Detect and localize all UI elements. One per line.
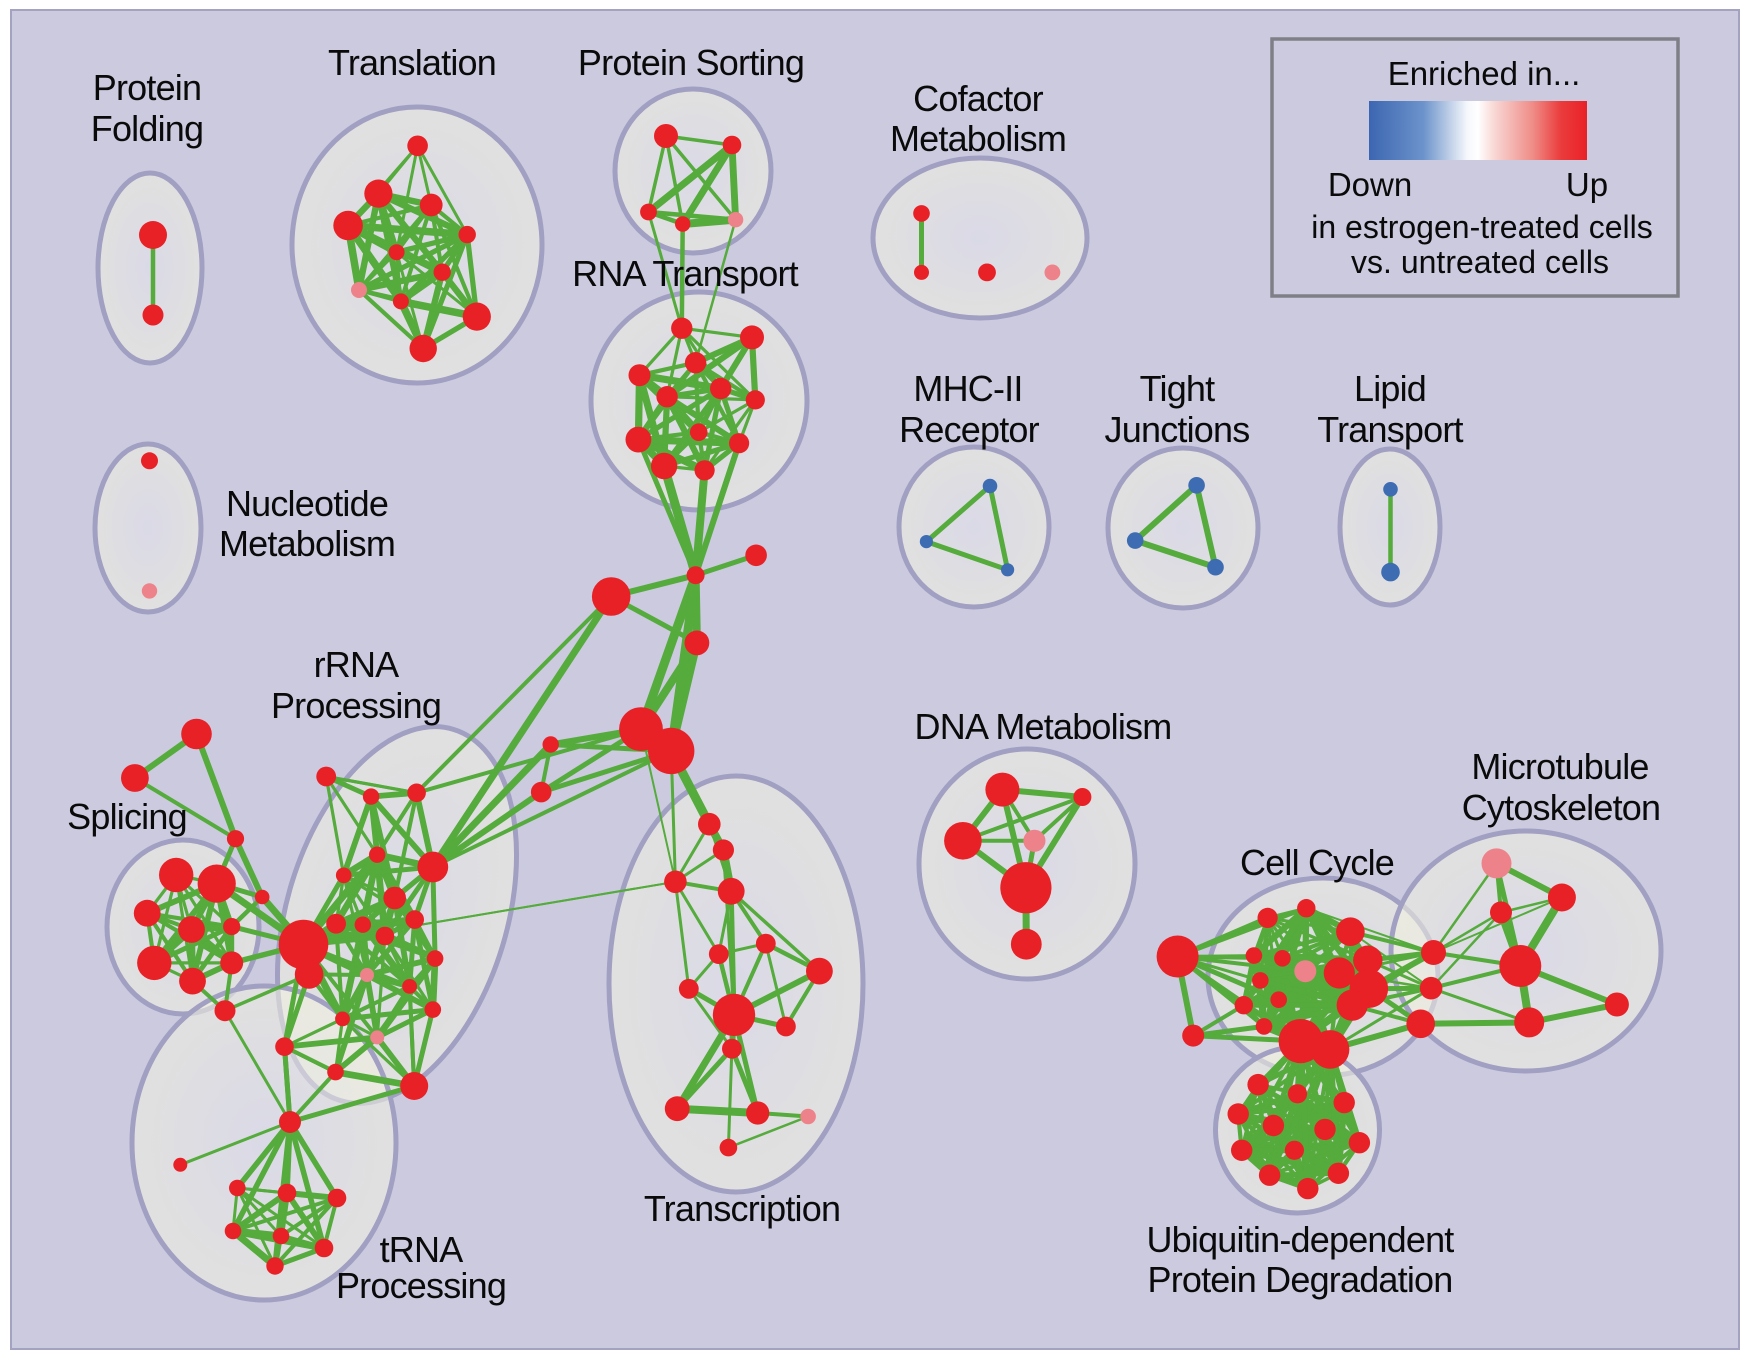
svg-text:Transport: Transport xyxy=(1317,409,1463,450)
svg-text:Microtubule: Microtubule xyxy=(1471,746,1648,787)
svg-text:Cytoskeleton: Cytoskeleton xyxy=(1462,787,1661,828)
svg-text:tRNA: tRNA xyxy=(380,1229,464,1270)
svg-text:Junctions: Junctions xyxy=(1105,409,1250,450)
svg-text:Lipid: Lipid xyxy=(1354,368,1426,409)
svg-text:Nucleotide: Nucleotide xyxy=(226,483,388,524)
svg-text:Protein Degradation: Protein Degradation xyxy=(1147,1259,1452,1300)
svg-text:Ubiquitin-dependent: Ubiquitin-dependent xyxy=(1146,1219,1454,1260)
svg-text:Processing: Processing xyxy=(271,685,441,726)
svg-text:vs. untreated cells: vs. untreated cells xyxy=(1351,244,1609,280)
svg-text:Protein Sorting: Protein Sorting xyxy=(578,42,804,83)
svg-text:Enriched in...: Enriched in... xyxy=(1388,55,1581,92)
svg-text:Receptor: Receptor xyxy=(899,409,1039,450)
svg-text:Metabolism: Metabolism xyxy=(890,118,1066,159)
svg-text:RNA Transport: RNA Transport xyxy=(572,253,798,294)
svg-text:Folding: Folding xyxy=(91,108,203,149)
svg-text:Metabolism: Metabolism xyxy=(219,523,395,564)
svg-text:Splicing: Splicing xyxy=(67,796,187,837)
svg-text:Protein: Protein xyxy=(93,67,201,108)
svg-text:Up: Up xyxy=(1566,166,1608,203)
svg-text:Translation: Translation xyxy=(328,42,496,83)
svg-text:Transcription: Transcription xyxy=(644,1188,840,1229)
svg-text:Cell Cycle: Cell Cycle xyxy=(1240,842,1394,883)
svg-text:Processing: Processing xyxy=(336,1265,506,1306)
svg-text:DNA Metabolism: DNA Metabolism xyxy=(915,706,1172,747)
svg-text:Cofactor: Cofactor xyxy=(913,78,1043,119)
svg-text:rRNA: rRNA xyxy=(314,644,400,685)
svg-text:MHC-II: MHC-II xyxy=(913,368,1022,409)
svg-text:Down: Down xyxy=(1328,166,1412,203)
svg-text:Tight: Tight xyxy=(1140,368,1215,409)
svg-text:in estrogen-treated cells: in estrogen-treated cells xyxy=(1311,209,1653,245)
